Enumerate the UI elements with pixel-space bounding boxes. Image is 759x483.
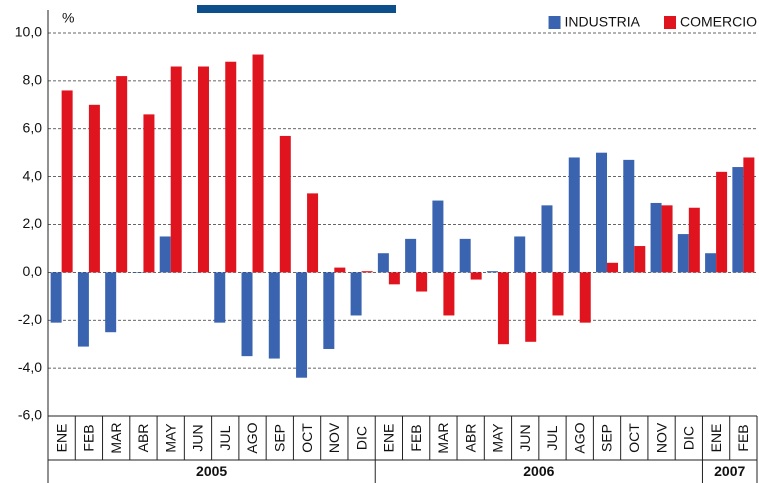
x-tick-label: MAR <box>108 422 124 453</box>
x-tick-label: SEP <box>271 424 287 452</box>
bar <box>334 267 346 273</box>
bar <box>225 61 237 273</box>
bar <box>307 193 319 273</box>
bar <box>279 135 291 273</box>
bar <box>159 236 171 273</box>
bar <box>432 200 444 273</box>
x-tick-label: FEB <box>81 424 97 451</box>
x-tick-label: JUL <box>544 425 560 450</box>
bar <box>716 171 728 273</box>
bar <box>132 272 144 273</box>
bar <box>116 76 128 273</box>
bar <box>497 272 509 345</box>
y-tick-label: -6,0 <box>18 407 42 423</box>
bar <box>514 236 526 273</box>
bar <box>61 90 73 273</box>
y-tick-label: -4,0 <box>18 359 42 375</box>
bar <box>268 272 280 359</box>
bar <box>252 54 264 273</box>
bar <box>361 271 373 273</box>
x-tick-label: JUN <box>190 424 206 451</box>
bar <box>732 167 744 273</box>
y-tick-label: 4,0 <box>23 167 43 183</box>
x-tick-label: NOV <box>326 422 342 453</box>
year-label: 2007 <box>714 463 745 479</box>
x-tick-label: AGO <box>244 422 260 453</box>
x-tick-label: ABR <box>462 424 478 453</box>
x-tick-label: JUN <box>517 424 533 451</box>
legend-label: INDUSTRIA <box>565 14 641 30</box>
bar <box>377 253 389 273</box>
bar <box>170 66 182 273</box>
bar <box>88 104 100 273</box>
x-tick-label: OCT <box>299 423 315 453</box>
bar <box>350 272 362 316</box>
bar <box>688 207 700 273</box>
y-tick-label: 6,0 <box>23 119 43 135</box>
bar <box>579 272 591 323</box>
x-tick-label: AGO <box>571 422 587 453</box>
bar <box>388 272 400 285</box>
x-tick-label: ENE <box>708 424 724 453</box>
bar <box>661 205 673 273</box>
header-bar <box>197 5 396 13</box>
x-tick-label: MAR <box>435 422 451 453</box>
x-tick-label: DIC <box>681 426 697 450</box>
x-tick-label: OCT <box>626 423 642 453</box>
x-tick-label: SEP <box>599 424 615 452</box>
x-tick-label: NOV <box>653 422 669 453</box>
x-tick-label: FEB <box>408 424 424 451</box>
bar <box>743 157 755 273</box>
bar <box>552 272 564 316</box>
bar <box>214 272 226 323</box>
x-tick-label: MAY <box>162 423 178 453</box>
bar <box>677 234 689 273</box>
bar <box>50 272 62 323</box>
x-tick-label: MAY <box>490 423 506 453</box>
unit-label: % <box>62 10 74 26</box>
y-tick-label: 2,0 <box>23 215 43 231</box>
legend-swatch <box>548 16 561 29</box>
x-tick-label: ENE <box>381 424 397 453</box>
bar <box>459 238 471 273</box>
year-label: 2005 <box>196 463 227 479</box>
y-tick-label: 10,0 <box>15 24 42 40</box>
legend-swatch <box>664 16 676 29</box>
bar <box>634 246 646 273</box>
y-tick-label: 8,0 <box>23 72 43 88</box>
bar <box>705 253 717 273</box>
bar <box>596 152 608 273</box>
bar <box>525 272 537 342</box>
bar <box>405 238 417 273</box>
bar <box>623 159 635 273</box>
x-tick-label: JUL <box>217 425 233 450</box>
bar <box>323 272 335 349</box>
y-tick-label: -2,0 <box>18 311 42 327</box>
bar <box>143 114 155 273</box>
bar <box>443 272 455 316</box>
bar <box>77 272 89 347</box>
bar <box>241 272 253 357</box>
bar <box>470 272 482 280</box>
bar <box>650 202 662 273</box>
bar <box>197 66 209 273</box>
bar <box>105 272 117 333</box>
bar <box>541 205 553 273</box>
x-tick-label: ENE <box>53 424 69 453</box>
bar <box>486 271 498 273</box>
x-tick-label: ABR <box>135 424 151 453</box>
legend-label: COMERCIO <box>680 14 757 30</box>
x-tick-label: DIC <box>353 426 369 450</box>
y-tick-label: 0,0 <box>23 263 43 279</box>
bar <box>416 272 428 292</box>
bar <box>607 262 619 273</box>
bar <box>186 272 198 273</box>
bar <box>568 157 580 273</box>
x-tick-label: FEB <box>735 424 751 451</box>
year-label: 2006 <box>523 463 554 479</box>
bar <box>296 272 308 378</box>
